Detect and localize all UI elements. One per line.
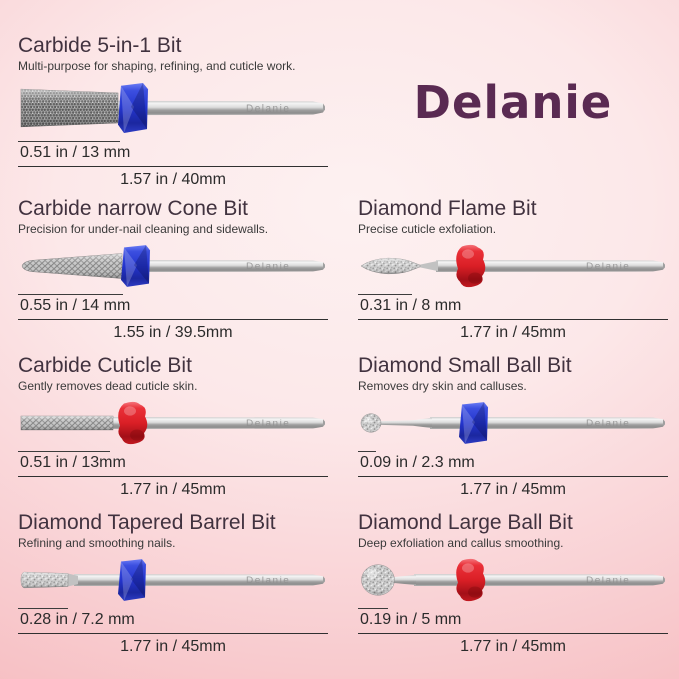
length-measure-line xyxy=(18,633,328,635)
collar-blue xyxy=(118,83,148,134)
brand-logo: Delanie xyxy=(413,76,613,129)
head-measure-label: 0.31 in / 8 mm xyxy=(360,297,462,315)
length-measure-line xyxy=(18,476,328,478)
bit-title: Carbide Cuticle Bit xyxy=(18,354,192,377)
head-measure-label: 0.19 in / 5 mm xyxy=(360,611,462,629)
head-measure-label: 0.28 in / 7.2 mm xyxy=(20,611,135,629)
bit-image-tapered-barrel: Delanie xyxy=(20,559,325,601)
shaft-brand-etching: Delanie xyxy=(246,103,290,116)
head-measure-label: 0.51 in / 13mm xyxy=(20,454,126,472)
section-carbide-narrow-cone: Carbide narrow Cone Bit Precision for un… xyxy=(18,197,328,343)
collar-blue xyxy=(459,402,488,444)
length-measure-line xyxy=(18,319,328,321)
length-measure-label: 1.77 in / 45mm xyxy=(120,638,226,656)
section-carbide-5in1: Carbide 5-in-1 Bit Multi-purpose for sha… xyxy=(18,34,328,190)
section-diamond-flame: Diamond Flame Bit Precise cuticle exfoli… xyxy=(358,197,668,343)
collar-red xyxy=(456,559,486,602)
bit-image-narrow-cone: Delanie xyxy=(21,245,325,287)
head-measure-line xyxy=(18,451,110,453)
head-measure-line xyxy=(18,294,123,296)
shaft-brand-etching: Delanie xyxy=(246,419,290,430)
bit-image-cuticle: Delanie xyxy=(20,402,325,445)
bit-image-large-ball: Delanie xyxy=(361,559,665,602)
length-measure-label: 1.77 in / 45mm xyxy=(460,324,566,342)
bit-image-carbide-5in1: Delanie xyxy=(20,83,325,134)
length-measure-line xyxy=(358,476,668,478)
collar-blue xyxy=(121,245,150,287)
bit-title: Diamond Flame Bit xyxy=(358,197,537,220)
shaft-brand-etching: Delanie xyxy=(586,576,630,587)
shaft-brand-etching: Delanie xyxy=(246,262,290,273)
head-measure-line xyxy=(18,141,120,143)
bit-description: Multi-purpose for shaping, refining, and… xyxy=(18,59,296,74)
head-measure-label: 0.09 in / 2.3 mm xyxy=(360,454,475,472)
bit-image-small-ball: Delanie xyxy=(360,402,665,444)
section-diamond-small-ball: Diamond Small Ball Bit Removes dry skin … xyxy=(358,354,668,500)
head-measure-line xyxy=(18,608,68,610)
section-diamond-large-ball: Diamond Large Ball Bit Deep exfoliation … xyxy=(358,511,668,657)
head-measure-label: 0.51 in / 13 mm xyxy=(20,144,131,162)
head-measure-line xyxy=(358,294,412,296)
length-measure-label: 1.77 in / 45mm xyxy=(460,481,566,499)
section-carbide-cuticle: Carbide Cuticle Bit Gently removes dead … xyxy=(18,354,328,500)
head-measure-label: 0.55 in / 14 mm xyxy=(20,297,131,315)
bit-description: Removes dry skin and calluses. xyxy=(358,379,527,394)
length-measure-line xyxy=(358,633,668,635)
collar-red xyxy=(118,402,148,445)
length-measure-line xyxy=(18,166,328,168)
collar-blue xyxy=(118,559,146,601)
bit-description: Precision for under-nail cleaning and si… xyxy=(18,222,269,237)
bit-image-flame: Delanie xyxy=(360,245,665,288)
head-measure-line xyxy=(358,451,376,453)
length-measure-label: 1.77 in / 45mm xyxy=(120,481,226,499)
bit-title: Diamond Large Ball Bit xyxy=(358,511,573,534)
bit-description: Refining and smoothing nails. xyxy=(18,536,176,551)
section-diamond-tapered-barrel: Diamond Tapered Barrel Bit Refining and … xyxy=(18,511,328,657)
shaft-brand-etching: Delanie xyxy=(586,262,630,273)
length-measure-label: 1.57 in / 40mm xyxy=(120,171,226,189)
shaft-brand-etching: Delanie xyxy=(586,419,630,430)
shaft-brand-etching: Delanie xyxy=(246,576,290,587)
bit-title: Carbide narrow Cone Bit xyxy=(18,197,248,220)
length-measure-label: 1.55 in / 39.5mm xyxy=(113,324,233,342)
bit-description: Precise cuticle exfoliation. xyxy=(358,222,497,237)
collar-red xyxy=(456,245,486,288)
length-measure-label: 1.77 in / 45mm xyxy=(460,638,566,656)
bit-title: Diamond Small Ball Bit xyxy=(358,354,572,377)
bit-title: Carbide 5-in-1 Bit xyxy=(18,34,182,57)
length-measure-line xyxy=(358,319,668,321)
head-measure-line xyxy=(358,608,388,610)
bit-description: Deep exfoliation and callus smoothing. xyxy=(358,536,564,551)
bit-title: Diamond Tapered Barrel Bit xyxy=(18,511,276,534)
bit-description: Gently removes dead cuticle skin. xyxy=(18,379,198,394)
